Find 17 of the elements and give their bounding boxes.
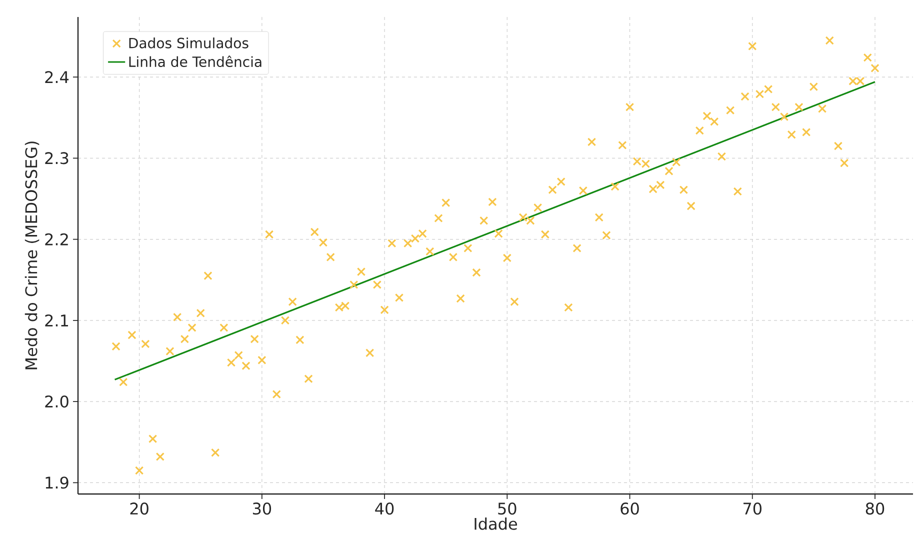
x-tick-label: 40	[375, 502, 394, 515]
y-tick-label: 2.3	[45, 152, 68, 164]
x-tick-label: 30	[252, 502, 272, 515]
x-tick-label: 70	[744, 502, 762, 515]
y-axis-title: Medo do Crime (MEDOSSEG)	[24, 142, 40, 370]
legend-label: Linha de Tendência	[129, 56, 262, 68]
x-tick-label: 50	[498, 502, 516, 515]
x-tick-label: 80	[866, 502, 884, 515]
x-tick-label: 20	[130, 502, 148, 515]
legend-label: Dados Simulados	[129, 38, 248, 48]
y-tick-label: 2.0	[45, 395, 68, 408]
y-tick-label: 2.1	[45, 314, 68, 326]
y-tick-label: 2.2	[45, 233, 68, 246]
y-tick-label: 2.4	[45, 71, 69, 83]
x-tick-label: 60	[620, 502, 639, 515]
x-axis-title: Idade	[474, 518, 517, 530]
y-tick-label: 1.9	[46, 476, 68, 489]
